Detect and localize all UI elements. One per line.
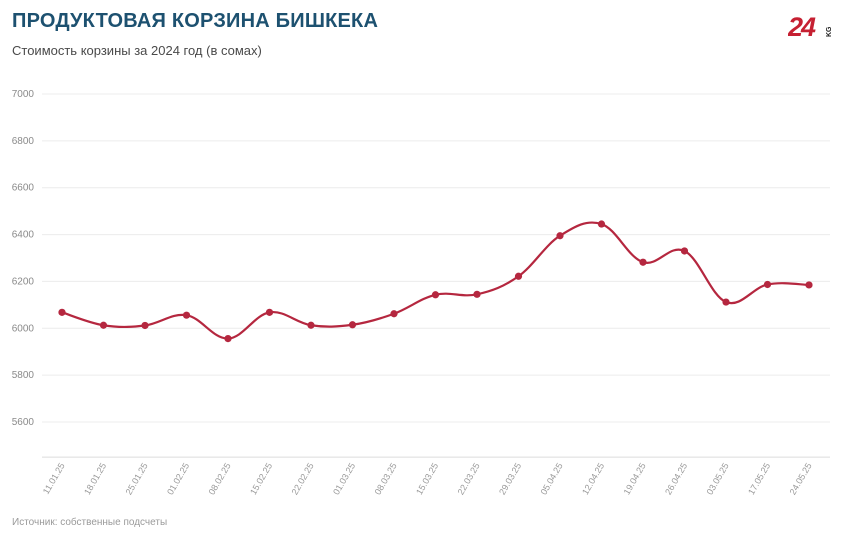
x-tick-label: 05.04.25 [539,461,565,496]
data-point[interactable] [431,291,440,299]
data-point[interactable] [265,308,274,316]
data-point[interactable] [182,311,191,319]
data-point[interactable] [307,321,315,329]
y-tick-label: 7000 [12,89,35,100]
data-point[interactable] [680,247,689,255]
x-tick-label: 15.03.25 [414,461,440,496]
x-tick-label: 01.02.25 [165,461,191,496]
data-point[interactable] [763,280,772,289]
x-axis-ticks: 11.01.25 18.01.25 25.01.25 01.02.25 08.02.25… [41,461,814,496]
data-point[interactable] [224,334,232,343]
logo-24kg-icon: 24 KG [787,12,833,42]
x-tick-label: 03.05.25 [705,461,731,496]
data-point[interactable] [141,321,149,330]
y-tick-label: 6600 [12,183,35,194]
x-tick-label: 26.04.25 [663,461,689,496]
y-axis-ticks: 5600 5800 6000 6200 6400 6600 6800 7000 [12,89,35,428]
data-point[interactable] [722,298,730,306]
y-tick-label: 5600 [12,417,35,428]
data-point[interactable] [597,220,606,228]
data-point[interactable] [348,321,357,329]
data-point[interactable] [99,321,108,329]
y-tick-label: 6800 [12,136,35,147]
logo-suffix: KG [826,26,833,37]
data-point[interactable] [390,310,398,318]
y-tick-label: 6400 [12,230,35,241]
x-tick-label: 11.01.25 [41,461,67,496]
data-point[interactable] [805,281,813,289]
x-tick-label: 22.03.25 [456,461,482,496]
series-points [58,220,813,343]
x-tick-label: 12.04.25 [580,461,606,496]
x-tick-label: 24.05.25 [788,461,814,496]
x-tick-label: 15.02.25 [248,461,274,496]
logo-number: 24 [788,12,816,40]
data-point[interactable] [639,258,647,266]
x-tick-label: 19.04.25 [622,461,648,496]
x-tick-label: 08.02.25 [207,461,233,496]
y-tick-label: 6000 [12,323,35,334]
x-tick-label: 18.01.25 [82,461,108,496]
data-point[interactable] [514,272,523,280]
x-tick-label: 29.03.25 [497,461,523,496]
x-tick-label: 17.05.25 [746,461,772,496]
data-point[interactable] [473,290,481,298]
x-tick-label: 25.01.25 [124,461,150,496]
x-tick-label: 08.03.25 [373,461,399,496]
data-point[interactable] [58,308,66,316]
y-tick-label: 6200 [12,276,35,287]
brand-logo: 24 KG [787,12,834,42]
x-tick-label: 22.02.25 [290,461,316,496]
chart-subtitle: Стоимость корзины за 2024 год (в сомах) [12,43,262,58]
chart-grid [42,93,830,458]
chart-title: ПРОДУКТОВАЯ КОРЗИНА БИШКЕКА [12,10,379,32]
series-line [61,221,810,340]
data-point[interactable] [556,232,564,240]
y-tick-label: 5800 [12,370,35,381]
source-note: Источник: собственные подсчеты [12,517,168,528]
x-tick-label: 01.03.25 [331,461,357,496]
